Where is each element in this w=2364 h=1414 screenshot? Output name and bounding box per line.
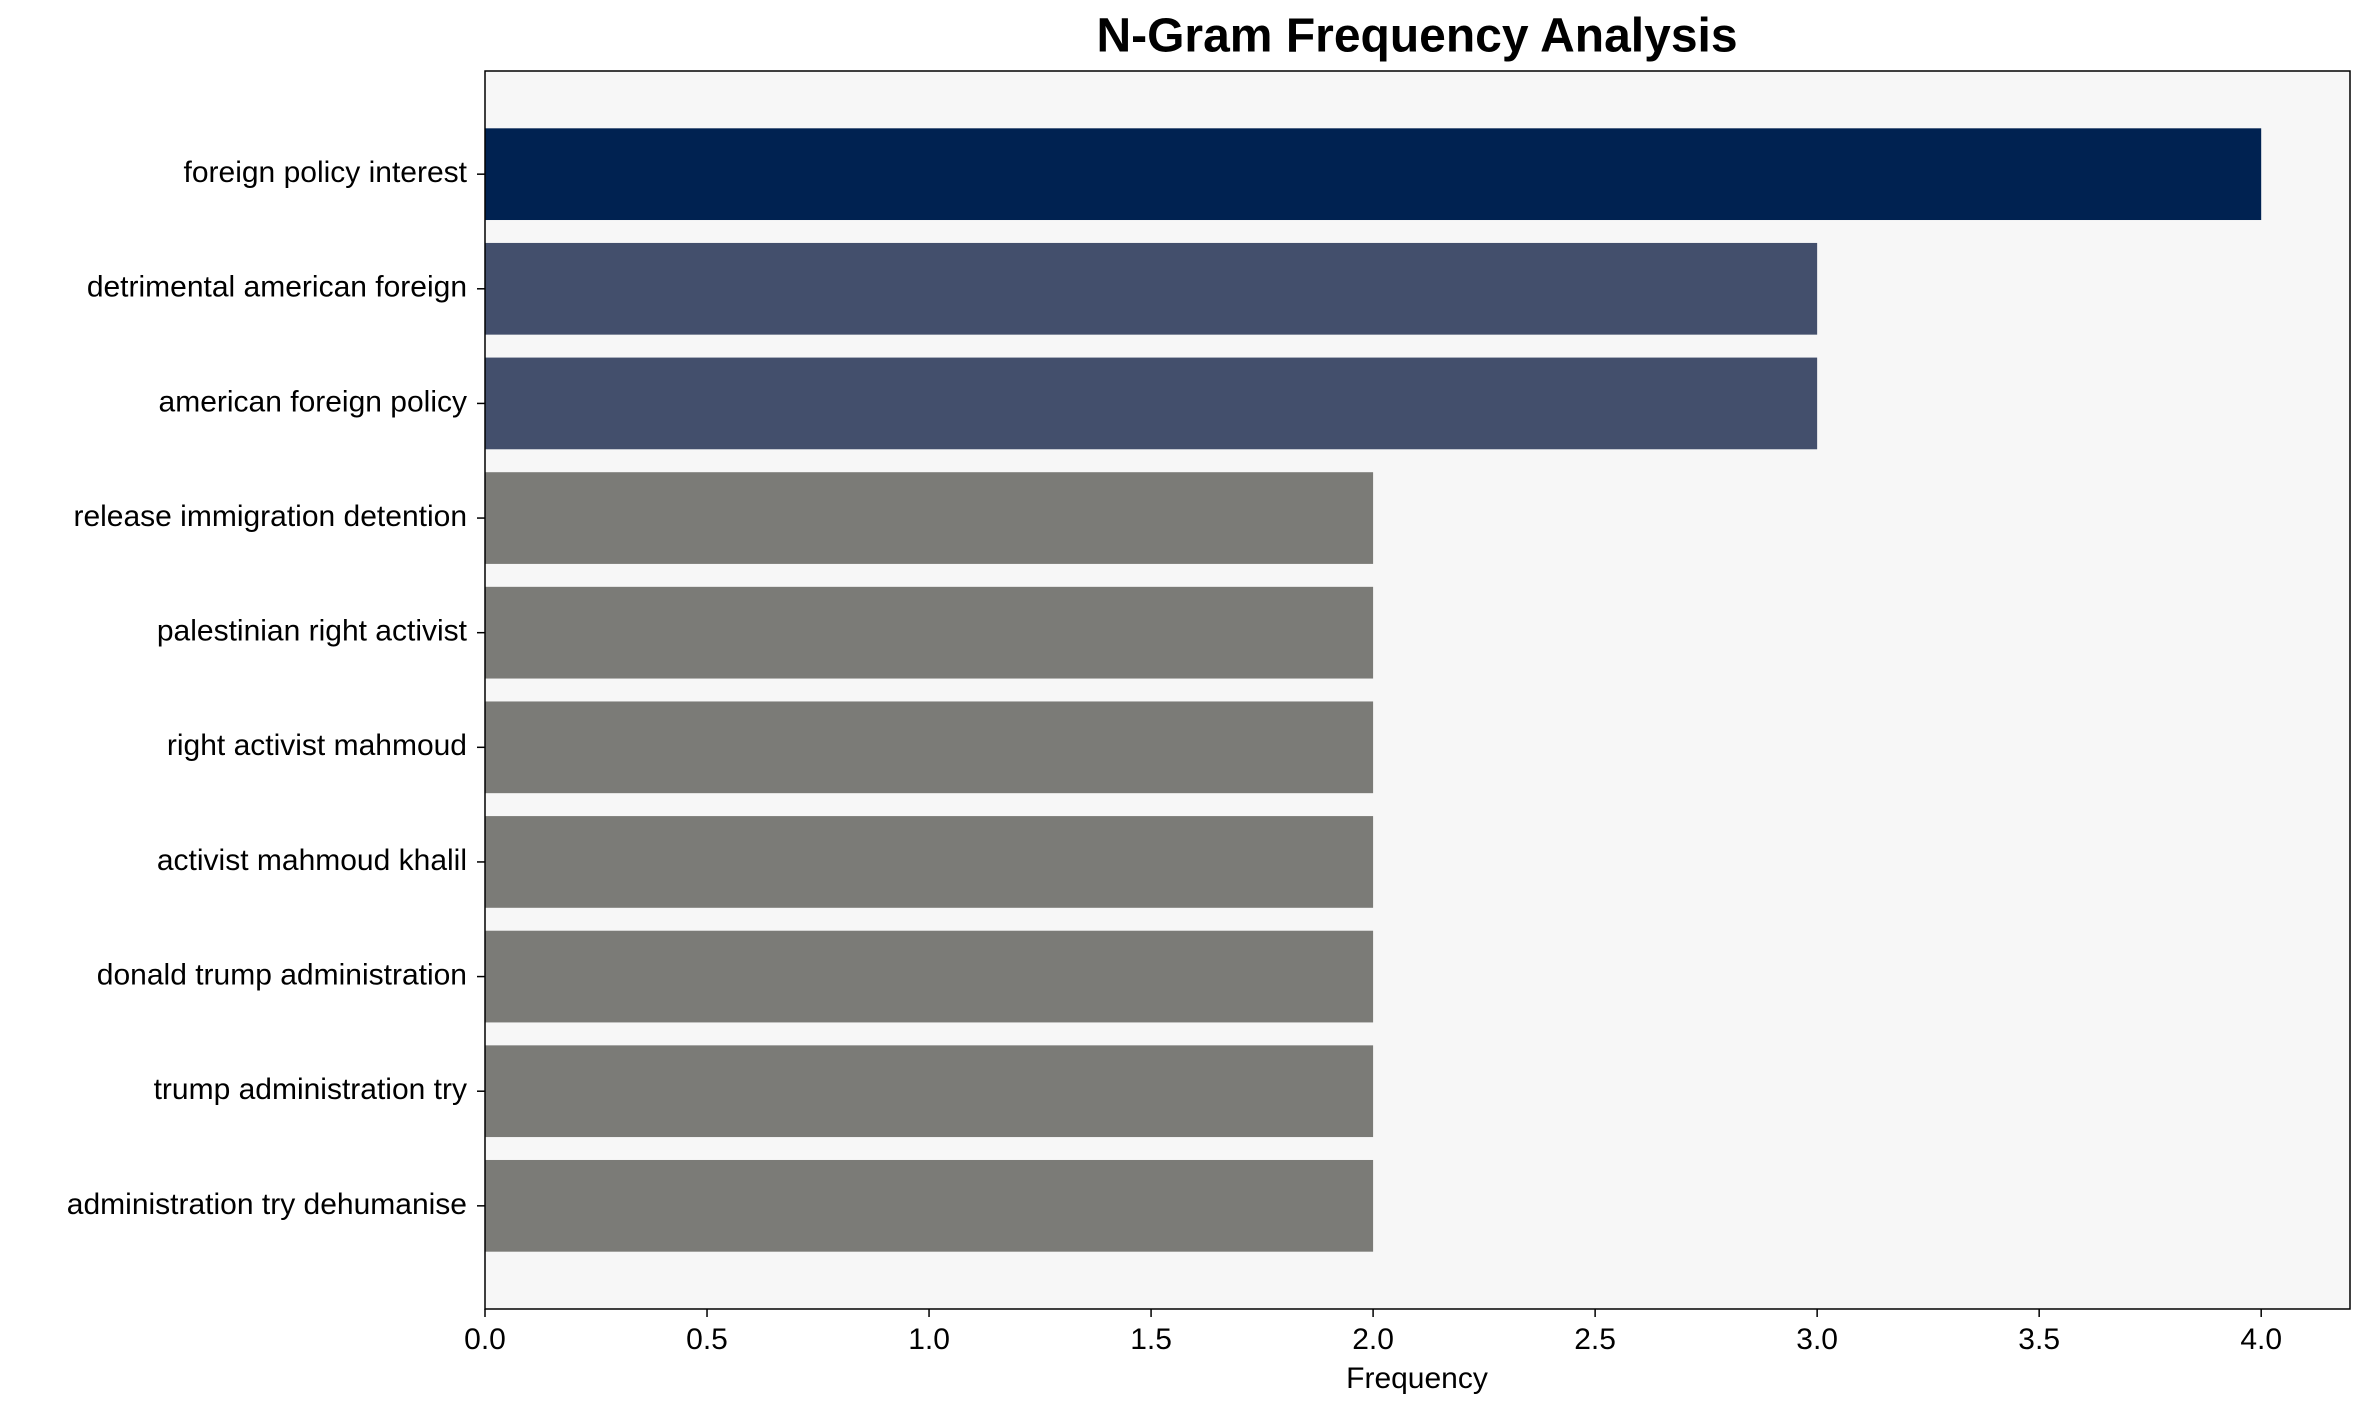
x-axis-label: Frequency xyxy=(1346,1362,1488,1395)
y-tick-label: administration try dehumanise xyxy=(67,1188,467,1221)
bar xyxy=(485,586,1374,679)
y-tick-label: trump administration try xyxy=(154,1073,467,1106)
x-tick-label: 0.0 xyxy=(464,1323,506,1356)
y-tick-label: detrimental american foreign xyxy=(87,271,467,304)
x-tick-label: 4.0 xyxy=(2240,1323,2282,1356)
bar xyxy=(485,128,2262,221)
y-tick-label: american foreign policy xyxy=(159,385,467,418)
y-tick-label: donald trump administration xyxy=(97,958,467,991)
bar xyxy=(485,357,1818,450)
x-tick-label: 2.5 xyxy=(1574,1323,1616,1356)
y-tick-label: release immigration detention xyxy=(73,500,467,533)
plot-frame xyxy=(484,70,2351,1310)
x-tick-label: 1.0 xyxy=(908,1323,950,1356)
chart-title: N-Gram Frequency Analysis xyxy=(1096,10,1737,63)
x-tick-label: 0.5 xyxy=(686,1323,728,1356)
y-tick-label: right activist mahmoud xyxy=(167,729,467,762)
y-tick-label: foreign policy interest xyxy=(184,156,468,189)
y-tick-label: palestinian right activist xyxy=(157,615,468,648)
x-tick-label: 3.5 xyxy=(2018,1323,2060,1356)
x-tick-label: 3.0 xyxy=(1796,1323,1838,1356)
bar xyxy=(485,1159,1374,1252)
bar xyxy=(485,930,1374,1023)
bar xyxy=(485,1045,1374,1138)
bar xyxy=(485,472,1374,564)
x-tick-label: 1.5 xyxy=(1130,1323,1172,1356)
bar xyxy=(485,816,1374,908)
y-tick-label: activist mahmoud khalil xyxy=(157,844,467,877)
bar xyxy=(485,701,1374,794)
x-tick-label: 2.0 xyxy=(1352,1323,1394,1356)
bar xyxy=(485,242,1818,335)
